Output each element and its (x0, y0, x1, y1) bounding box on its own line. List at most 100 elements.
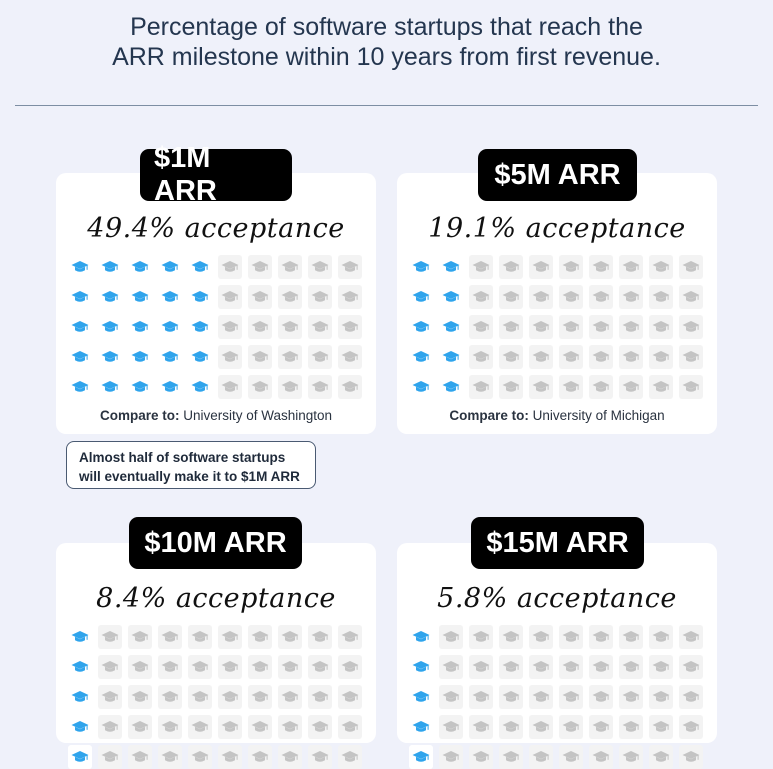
graduation-cap-icon (559, 745, 583, 769)
graduation-cap-icon (218, 655, 242, 679)
graduation-cap-icon (619, 715, 643, 739)
graduation-cap-icon (589, 625, 613, 649)
graduation-cap-icon (278, 625, 302, 649)
graduation-cap-icon (68, 745, 92, 769)
graduation-cap-icon (409, 315, 433, 339)
graduation-cap-icon (529, 745, 553, 769)
graduation-cap-icon (308, 285, 332, 309)
acceptance-rate: 19.1% acceptance (428, 213, 686, 244)
graduation-cap-icon (469, 655, 493, 679)
compare-text: Compare to: University of Washington (56, 408, 376, 423)
graduation-cap-icon (338, 285, 362, 309)
graduation-cap-icon (409, 685, 433, 709)
graduation-cap-icon (409, 715, 433, 739)
graduation-cap-icon (218, 375, 242, 399)
graduation-cap-icon (619, 745, 643, 769)
graduation-cap-icon (529, 255, 553, 279)
graduation-cap-icon (589, 345, 613, 369)
graduation-cap-icon (308, 625, 332, 649)
graduation-cap-icon (619, 255, 643, 279)
graduation-cap-icon (98, 285, 122, 309)
graduation-cap-icon (68, 255, 92, 279)
graduation-cap-icon (559, 655, 583, 679)
graduation-cap-icon (499, 625, 523, 649)
graduation-cap-icon (128, 715, 152, 739)
graduation-cap-icon (218, 745, 242, 769)
graduation-cap-icon (439, 345, 463, 369)
graduation-cap-icon (619, 655, 643, 679)
graduation-cap-icon (529, 345, 553, 369)
graduation-cap-icon (529, 375, 553, 399)
graduation-cap-icon (248, 345, 272, 369)
graduation-cap-icon (559, 625, 583, 649)
graduation-cap-icon (439, 625, 463, 649)
graduation-cap-icon (589, 685, 613, 709)
graduation-cap-icon (158, 685, 182, 709)
graduation-cap-icon (98, 715, 122, 739)
graduation-cap-icon (128, 285, 152, 309)
graduation-cap-icon (338, 375, 362, 399)
graduation-cap-icon (128, 255, 152, 279)
graduation-cap-icon (469, 285, 493, 309)
graduation-cap-icon (619, 625, 643, 649)
graduation-cap-icon (679, 255, 703, 279)
graduation-cap-icon (68, 375, 92, 399)
graduation-cap-icon (98, 685, 122, 709)
graduation-cap-icon (499, 655, 523, 679)
graduation-cap-icon (469, 315, 493, 339)
graduation-cap-icon (649, 625, 673, 649)
graduation-cap-icon (589, 315, 613, 339)
graduation-cap-icon (188, 285, 212, 309)
graduation-cap-icon (619, 315, 643, 339)
graduation-cap-icon (248, 655, 272, 679)
graduation-cap-icon (188, 745, 212, 769)
graduation-cap-icon (308, 345, 332, 369)
graduation-cap-icon (248, 315, 272, 339)
graduation-cap-icon (469, 625, 493, 649)
graduation-cap-icon (469, 345, 493, 369)
cap-grid (409, 255, 703, 399)
graduation-cap-icon (649, 345, 673, 369)
graduation-cap-icon (188, 655, 212, 679)
graduation-cap-icon (409, 745, 433, 769)
graduation-cap-icon (499, 685, 523, 709)
graduation-cap-icon (308, 255, 332, 279)
milestone-pill-15m: $15M ARR (471, 517, 644, 569)
graduation-cap-icon (128, 345, 152, 369)
milestone-card-1m: 49.4% acceptance Compare to: University … (56, 173, 376, 434)
graduation-cap-icon (158, 255, 182, 279)
graduation-cap-icon (679, 625, 703, 649)
graduation-cap-icon (589, 375, 613, 399)
graduation-cap-icon (218, 285, 242, 309)
graduation-cap-icon (338, 315, 362, 339)
callout-note: Almost half of software startups will ev… (66, 441, 316, 489)
graduation-cap-icon (338, 655, 362, 679)
graduation-cap-icon (278, 345, 302, 369)
graduation-cap-icon (188, 625, 212, 649)
graduation-cap-icon (338, 715, 362, 739)
graduation-cap-icon (559, 345, 583, 369)
callout-line-1: Almost half of software startups (79, 450, 286, 465)
graduation-cap-icon (589, 255, 613, 279)
graduation-cap-icon (409, 255, 433, 279)
graduation-cap-icon (439, 315, 463, 339)
graduation-cap-icon (499, 255, 523, 279)
graduation-cap-icon (559, 285, 583, 309)
graduation-cap-icon (338, 625, 362, 649)
graduation-cap-icon (439, 745, 463, 769)
graduation-cap-icon (499, 315, 523, 339)
graduation-cap-icon (98, 345, 122, 369)
acceptance-rate: 8.4% acceptance (96, 583, 336, 614)
graduation-cap-icon (338, 345, 362, 369)
graduation-cap-icon (469, 745, 493, 769)
graduation-cap-icon (68, 715, 92, 739)
graduation-cap-icon (679, 285, 703, 309)
graduation-cap-icon (649, 715, 673, 739)
graduation-cap-icon (529, 685, 553, 709)
graduation-cap-icon (499, 745, 523, 769)
graduation-cap-icon (619, 285, 643, 309)
title-line-1: Percentage of software startups that rea… (130, 13, 643, 41)
milestone-pill-10m: $10M ARR (129, 517, 302, 569)
milestone-card-5m: 19.1% acceptance Compare to: University … (397, 173, 717, 434)
milestone-card-10m: 8.4% acceptance (56, 543, 376, 769)
